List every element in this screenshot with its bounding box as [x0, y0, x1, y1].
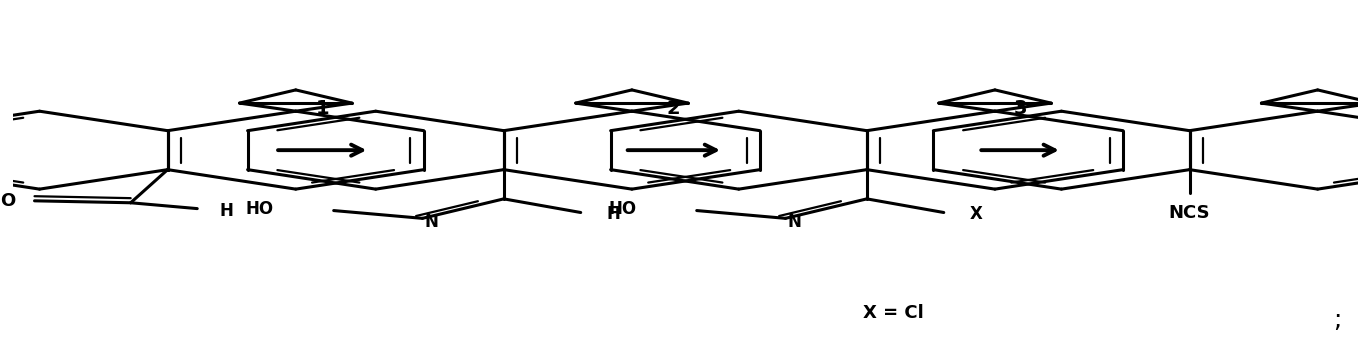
Text: 2: 2	[666, 99, 680, 118]
Text: NCS: NCS	[1169, 204, 1211, 222]
Text: HO: HO	[609, 200, 637, 218]
Text: H: H	[606, 206, 620, 223]
Text: N: N	[424, 213, 438, 231]
Text: H: H	[220, 202, 234, 220]
Text: X = Cl: X = Cl	[863, 304, 924, 322]
Text: O: O	[0, 192, 15, 210]
Text: HO: HO	[246, 200, 273, 218]
Text: 3: 3	[1014, 99, 1027, 118]
Text: X: X	[970, 206, 983, 223]
Text: N: N	[787, 213, 802, 231]
Text: ;: ;	[1333, 308, 1341, 332]
Text: 1: 1	[315, 99, 329, 118]
